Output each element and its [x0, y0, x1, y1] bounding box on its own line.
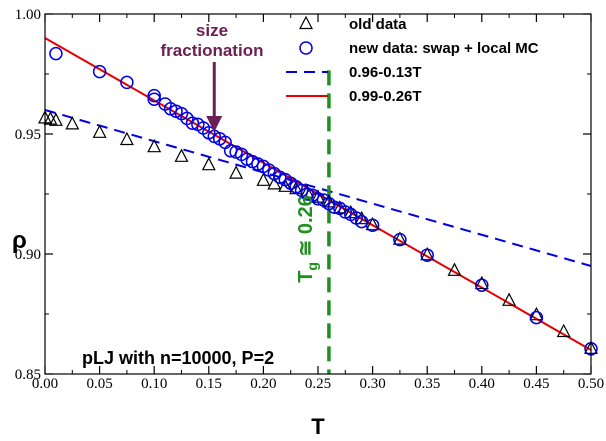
data-point-new	[393, 232, 407, 247]
legend-label: 0.96-0.13T	[349, 64, 422, 81]
tg-label-main: T	[295, 271, 317, 283]
data-point-new	[147, 88, 161, 103]
data-point-old	[92, 124, 107, 138]
data-point-old	[392, 231, 407, 245]
fit-line-dashed	[44, 109, 592, 267]
data-point-old	[447, 262, 462, 276]
data-point-old	[474, 275, 489, 290]
x-tick-label: 0.25	[305, 376, 331, 392]
data-point-old	[174, 148, 189, 162]
data-point-old	[420, 246, 435, 261]
data-point-new	[420, 248, 434, 262]
x-tick-label: 0.10	[141, 376, 167, 392]
annotation-size-line2: fractionation	[161, 41, 264, 60]
legend-marker-circle	[299, 41, 313, 55]
data-point-old	[256, 172, 271, 186]
data-point-old	[556, 323, 571, 338]
data-points-layer	[38, 46, 598, 356]
data-point-new	[92, 64, 107, 79]
y-axis-label: ρ	[12, 227, 27, 254]
legend-label: new data: swap + local MC	[349, 40, 539, 57]
data-point-new	[120, 75, 134, 90]
data-point-old	[502, 292, 517, 306]
legend-label: old data	[349, 16, 407, 33]
tg-label-subscript: g	[304, 262, 320, 271]
data-point-old	[119, 131, 134, 146]
data-point-new	[49, 46, 63, 61]
x-tick-label: 0.00	[32, 376, 58, 392]
legend: old data new data: swap + local MC 0.96-0.…	[286, 15, 539, 105]
data-point-new	[529, 310, 544, 325]
tg-label: Tg ≅ 0.26	[295, 195, 320, 283]
axis-ticks: 0.00 0.05 0.10 0.15 0.20 0.25 0.30 0.35 0.40 0.45…	[15, 7, 604, 392]
x-tick-label: 0.05	[86, 376, 112, 392]
x-axis-label: T	[311, 414, 325, 439]
data-point-new	[365, 218, 380, 232]
data-point-new	[185, 116, 200, 130]
y-tick-label: 1.00	[15, 7, 41, 23]
y-tick-label: 0.90	[15, 247, 41, 263]
data-point-old	[201, 156, 216, 171]
data-point-old	[229, 165, 244, 179]
x-tick-label: 0.15	[196, 376, 222, 392]
legend-label: 0.99-0.26T	[349, 88, 422, 105]
data-point-new	[147, 92, 161, 106]
tg-label-value: ≅ 0.26	[295, 195, 317, 262]
x-tick-label: 0.45	[523, 376, 549, 392]
x-tick-label: 0.35	[414, 376, 440, 392]
y-tick-label: 0.95	[15, 127, 41, 143]
x-tick-label: 0.50	[578, 376, 604, 392]
legend-marker-triangle	[299, 15, 313, 30]
annotation-size-line1: size	[196, 21, 228, 40]
data-point-new	[300, 187, 314, 201]
x-tick-label: 0.40	[469, 376, 495, 392]
data-point-old	[365, 216, 380, 231]
x-tick-label: 0.20	[250, 376, 276, 392]
data-point-old	[529, 306, 544, 321]
data-point-old	[354, 210, 369, 225]
data-point-old	[65, 116, 80, 130]
x-tick-label: 0.30	[359, 376, 385, 392]
data-point-new	[475, 278, 489, 292]
data-point-new	[327, 200, 342, 214]
y-tick-label: 0.85	[15, 367, 41, 383]
annotation-arrowhead	[206, 116, 223, 132]
data-point-old	[147, 138, 162, 153]
data-point-new	[311, 192, 325, 206]
system-description: pLJ with n=10000, P=2	[82, 348, 274, 368]
data-point-old	[48, 112, 63, 126]
